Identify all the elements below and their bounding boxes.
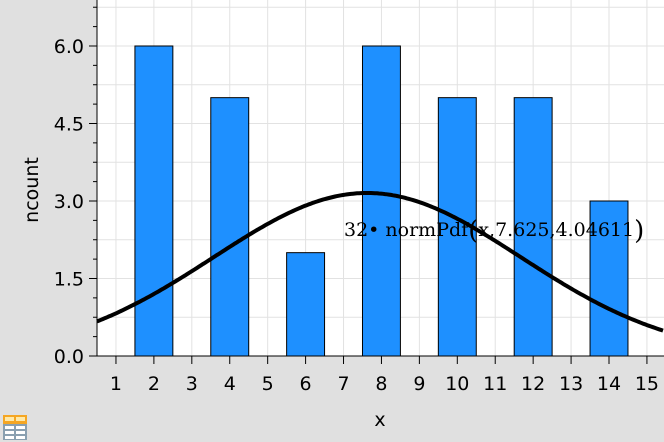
curve-label: 32• normPdf(x,7.625,4.04611) — [344, 216, 644, 246]
y-axis-label: ncount — [21, 157, 43, 223]
normal-curve — [96, 191, 664, 333]
x-tick-label: 1 — [110, 373, 122, 395]
x-tick-label: 4 — [224, 373, 236, 395]
x-tick-label: 6 — [300, 373, 312, 395]
histogram-bar — [513, 97, 553, 357]
x-tick-label: 15 — [635, 373, 659, 395]
histogram-bar — [286, 252, 326, 357]
x-tick-label: 8 — [375, 373, 387, 395]
curve-label-prefix: 32• normPdf — [344, 219, 470, 241]
x-tick-label: 11 — [483, 373, 507, 395]
histogram-bar — [210, 97, 250, 357]
x-tick-label: 2 — [148, 373, 160, 395]
x-tick-label: 7 — [337, 373, 349, 395]
y-tick-label: 6.0 — [54, 36, 84, 58]
x-tick-label: 10 — [445, 373, 469, 395]
y-tick-label: 4.5 — [54, 113, 84, 135]
x-tick-label: 14 — [597, 373, 621, 395]
x-axis-label: x — [374, 409, 385, 431]
x-tick-label: 13 — [559, 373, 583, 395]
x-tick-label: 9 — [413, 373, 425, 395]
x-tick-label: 12 — [521, 373, 545, 395]
histogram-bar — [134, 45, 174, 357]
histogram-bar — [589, 200, 629, 357]
y-tick-label: 3.0 — [54, 191, 84, 213]
y-tick-label: 0.0 — [54, 346, 84, 368]
curve-label-args: x,7.625,4.04611 — [478, 219, 634, 241]
x-tick-label: 5 — [262, 373, 274, 395]
y-tick-label: 1.5 — [54, 268, 84, 290]
x-tick-label: 3 — [186, 373, 198, 395]
histogram-bar — [361, 45, 401, 357]
table-view-icon[interactable] — [3, 415, 27, 440]
